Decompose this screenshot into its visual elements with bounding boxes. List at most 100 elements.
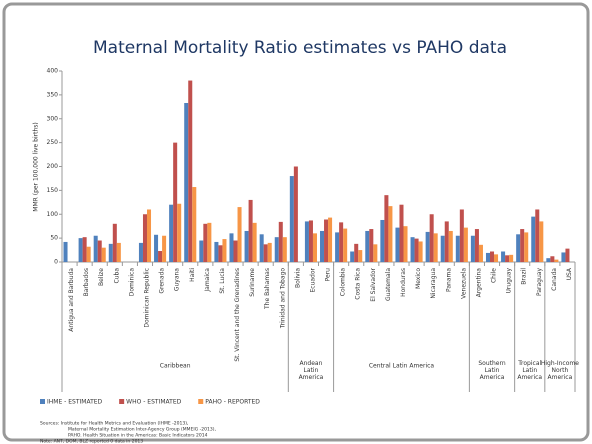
bar [339, 222, 344, 262]
bar [184, 102, 189, 263]
bar [293, 166, 298, 262]
bar [138, 242, 143, 262]
bar [237, 207, 242, 262]
legend-label: WHO - ESTIMATED [126, 399, 181, 406]
bar [440, 235, 445, 262]
y-axis-label: MMR (per 100,000 live births) [33, 122, 40, 211]
x-tick-label: Haiti [189, 268, 196, 282]
bar [343, 228, 348, 262]
bar [248, 199, 253, 262]
bar [93, 235, 98, 262]
bar [410, 237, 415, 262]
bar [429, 214, 434, 262]
x-tick-label: Dominican Republic [143, 268, 150, 328]
bar [554, 259, 559, 262]
bar [520, 229, 525, 262]
x-tick-label: El Salvador [370, 267, 377, 301]
x-tick-label: Venezuela [460, 268, 467, 299]
y-tick-label: 100 [47, 211, 59, 218]
bar [86, 246, 91, 262]
bar [455, 235, 460, 262]
x-tick-label: Argentina [475, 268, 482, 298]
bar [550, 256, 555, 262]
x-tick-label: Canada [551, 268, 558, 291]
bar [335, 232, 340, 262]
y-tick-label: 200 [47, 163, 59, 170]
x-tick-label: Guyana [174, 268, 181, 291]
bar [218, 245, 223, 262]
bar [308, 220, 313, 262]
bar [116, 242, 121, 262]
source-note: PAHO. Health Situation in the Americas: … [68, 433, 208, 439]
y-tick-label: 300 [47, 115, 59, 122]
x-tick-label: Jamaica [204, 268, 211, 293]
bar [259, 234, 264, 262]
bar [354, 243, 359, 262]
bar [501, 251, 506, 262]
x-tick-label: Bolivia [294, 268, 301, 288]
bar [244, 230, 249, 262]
bar [448, 230, 453, 262]
group-label: Caribbean [160, 363, 191, 370]
bar [278, 221, 283, 262]
source-note: Maternal Mortality Estimation Inter-Agen… [68, 427, 216, 433]
bar [535, 209, 540, 262]
bar [425, 231, 430, 262]
group-label: Southern Latin America [478, 360, 505, 381]
bar [546, 258, 551, 262]
bar [177, 203, 182, 262]
x-tick-label: Brazil [521, 268, 528, 285]
bar [312, 233, 317, 262]
bar [199, 240, 204, 262]
bar [418, 241, 423, 262]
bar [282, 237, 287, 262]
source-note: Sources: Institute for Health Metrics an… [40, 421, 188, 427]
legend-label: PAHO - REPORTED [205, 399, 260, 406]
bar [78, 238, 83, 262]
chart-title: Maternal Mortality Ratio estimates vs PA… [93, 38, 507, 58]
x-tick-label: Peru [325, 268, 332, 282]
x-tick-label: Paraguay [536, 268, 543, 296]
bar [304, 221, 309, 262]
bar [358, 250, 363, 262]
bar [274, 237, 279, 262]
bar [214, 241, 219, 262]
x-tick-label: Guatemala [385, 268, 392, 301]
legend-swatch [198, 399, 204, 404]
bar [565, 248, 570, 262]
x-tick-label: Dominica [128, 268, 135, 297]
group-label: Tropical Latin America [517, 360, 542, 381]
x-tick-label: Chile [491, 268, 498, 283]
bar [97, 240, 102, 262]
x-tick-label: St. Lucia [219, 268, 226, 294]
x-tick-label: Suriname [249, 268, 256, 297]
bar [384, 195, 389, 262]
y-tick-label: 250 [47, 139, 59, 146]
bar [63, 241, 68, 262]
bar [207, 222, 212, 262]
bar [369, 229, 374, 262]
bar [222, 239, 227, 262]
x-tick-label: Nicaragua [430, 268, 437, 299]
x-tick-label: Honduras [400, 268, 407, 297]
bar [478, 244, 483, 262]
bar [485, 252, 491, 262]
x-tick-label: Trinidad and Tobago [279, 268, 286, 329]
bar [108, 243, 113, 262]
bar [516, 234, 521, 262]
bar [328, 217, 333, 262]
bar [192, 187, 197, 262]
bar [229, 233, 234, 262]
x-tick-label: Belize [98, 268, 105, 286]
bar [350, 251, 355, 262]
bar [289, 176, 294, 262]
x-tick-label: Grenada [159, 268, 166, 294]
bar [154, 234, 159, 262]
bar [490, 251, 495, 262]
y-tick-label: 350 [47, 91, 59, 98]
bar [524, 232, 529, 262]
bar [505, 255, 510, 262]
x-tick-label: Panama [445, 268, 452, 292]
bar [158, 251, 163, 262]
